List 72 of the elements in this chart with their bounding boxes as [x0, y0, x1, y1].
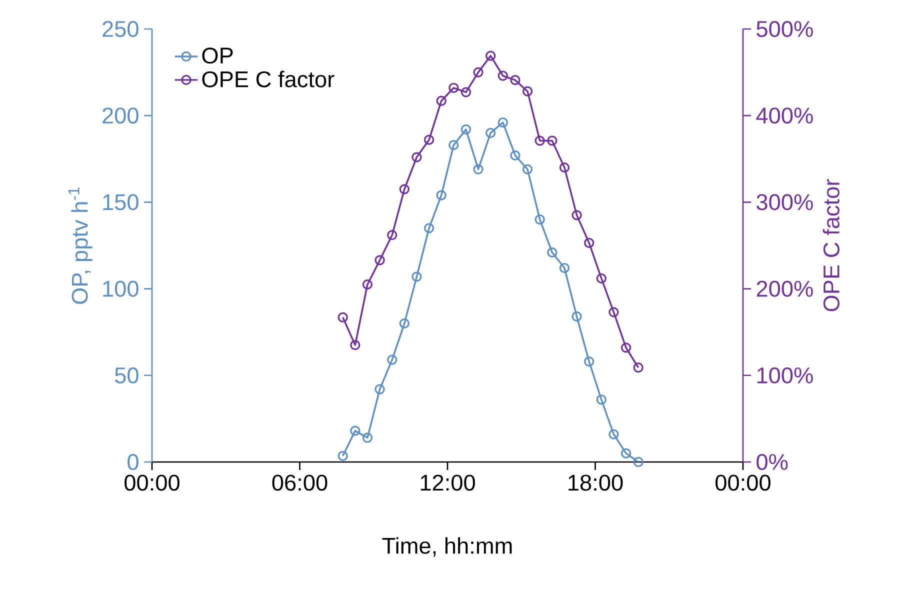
point [559, 162, 570, 173]
point [547, 247, 558, 258]
point [534, 214, 545, 225]
point [633, 456, 644, 468]
point [498, 70, 508, 81]
point [486, 50, 496, 61]
y-tick-label: 250 [102, 20, 138, 38]
y2-tick-label: 400% [756, 108, 813, 124]
y-tick-label: 200 [102, 108, 138, 124]
point [460, 87, 472, 98]
legend-label: OP [202, 48, 233, 64]
point [338, 450, 348, 461]
point [559, 262, 570, 274]
y-tick-label: 0 [128, 454, 138, 470]
point [498, 117, 508, 128]
point [399, 318, 410, 328]
y-tick-label: 50 [114, 367, 138, 384]
point [362, 279, 373, 290]
x-axis-title: Time, hh:mm [382, 537, 512, 557]
y2-axis-title: OPE C factor [822, 179, 840, 312]
point [473, 67, 484, 78]
point [460, 124, 472, 135]
point [510, 150, 520, 160]
point [522, 164, 533, 174]
x-tick-label: 12:00 [420, 474, 475, 491]
y2-tick-label: 100% [757, 367, 813, 384]
x-tick-label: 18:00 [568, 474, 623, 491]
point [584, 238, 594, 248]
point [350, 340, 360, 350]
point [412, 152, 422, 162]
point [387, 354, 398, 365]
point [448, 82, 459, 93]
point [608, 429, 619, 440]
point [633, 362, 644, 373]
point [608, 307, 619, 318]
y-axis-title: OP, pptv h$^{-1}$ [68, 187, 92, 304]
x-tick-label: 00:00 [124, 474, 180, 491]
point [374, 255, 385, 266]
x-tick-label: 00:00 [716, 474, 770, 491]
point [473, 164, 484, 174]
point [620, 342, 632, 353]
point [584, 356, 594, 367]
point [448, 140, 459, 150]
point [436, 96, 446, 106]
point [572, 311, 582, 322]
point [399, 184, 410, 194]
y2-tick-label: 300% [756, 194, 813, 210]
point [620, 448, 632, 458]
point [424, 134, 434, 145]
point [436, 190, 446, 200]
point [596, 273, 606, 284]
y2-tick-label: 0% [756, 454, 788, 470]
point [522, 86, 533, 96]
y2-tick-label: 200% [756, 280, 813, 297]
point [338, 312, 348, 322]
point [412, 272, 422, 282]
point [534, 136, 545, 146]
point [547, 136, 558, 146]
point [387, 230, 398, 240]
point [572, 210, 582, 220]
y-tick-label: 100 [103, 280, 138, 297]
y2-tick-label: 500% [756, 20, 813, 38]
legend-label: OPE C factor [202, 70, 334, 88]
point [596, 394, 606, 405]
point [510, 75, 520, 86]
point [486, 128, 496, 138]
y-tick-label: 150 [103, 194, 138, 210]
point [374, 384, 385, 394]
point [362, 432, 373, 443]
x-tick-label: 06:00 [272, 474, 328, 491]
point [350, 426, 360, 436]
point [424, 223, 434, 234]
